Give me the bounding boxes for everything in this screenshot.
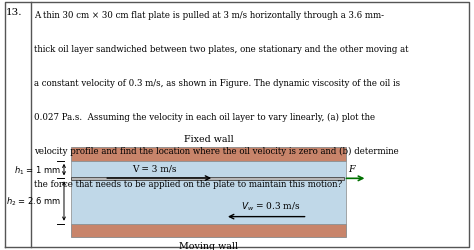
Text: thick oil layer sandwiched between two plates, one stationary and the other movi: thick oil layer sandwiched between two p… <box>34 45 409 54</box>
Text: velocity profile and find the location where the oil velocity is zero and (b) de: velocity profile and find the location w… <box>34 146 399 155</box>
Bar <box>71 224 346 237</box>
Text: the force that needs to be applied on the plate to maintain this motion?: the force that needs to be applied on th… <box>34 180 342 189</box>
Text: V = 3 m/s: V = 3 m/s <box>132 164 177 173</box>
Text: F: F <box>348 164 355 173</box>
Bar <box>71 161 346 224</box>
Bar <box>71 148 346 161</box>
Text: 13.: 13. <box>6 8 22 16</box>
Text: $h_1$ = 1 mm: $h_1$ = 1 mm <box>14 164 62 176</box>
Text: Moving wall: Moving wall <box>179 241 238 250</box>
Text: A thin 30 cm × 30 cm flat plate is pulled at 3 m/s horizontally through a 3.6 mm: A thin 30 cm × 30 cm flat plate is pulle… <box>34 11 384 20</box>
Text: 0.027 Pa.s.  Assuming the velocity in each oil layer to vary linearly, (a) plot : 0.027 Pa.s. Assuming the velocity in eac… <box>34 112 375 121</box>
Text: $V_w$ = 0.3 m/s: $V_w$ = 0.3 m/s <box>241 200 301 212</box>
Bar <box>71 177 344 180</box>
Text: $h_2$ = 2.6 mm: $h_2$ = 2.6 mm <box>6 195 62 207</box>
Text: a constant velocity of 0.3 m/s, as shown in Figure. The dynamic viscosity of the: a constant velocity of 0.3 m/s, as shown… <box>34 78 400 88</box>
Text: Fixed wall: Fixed wall <box>184 135 233 144</box>
